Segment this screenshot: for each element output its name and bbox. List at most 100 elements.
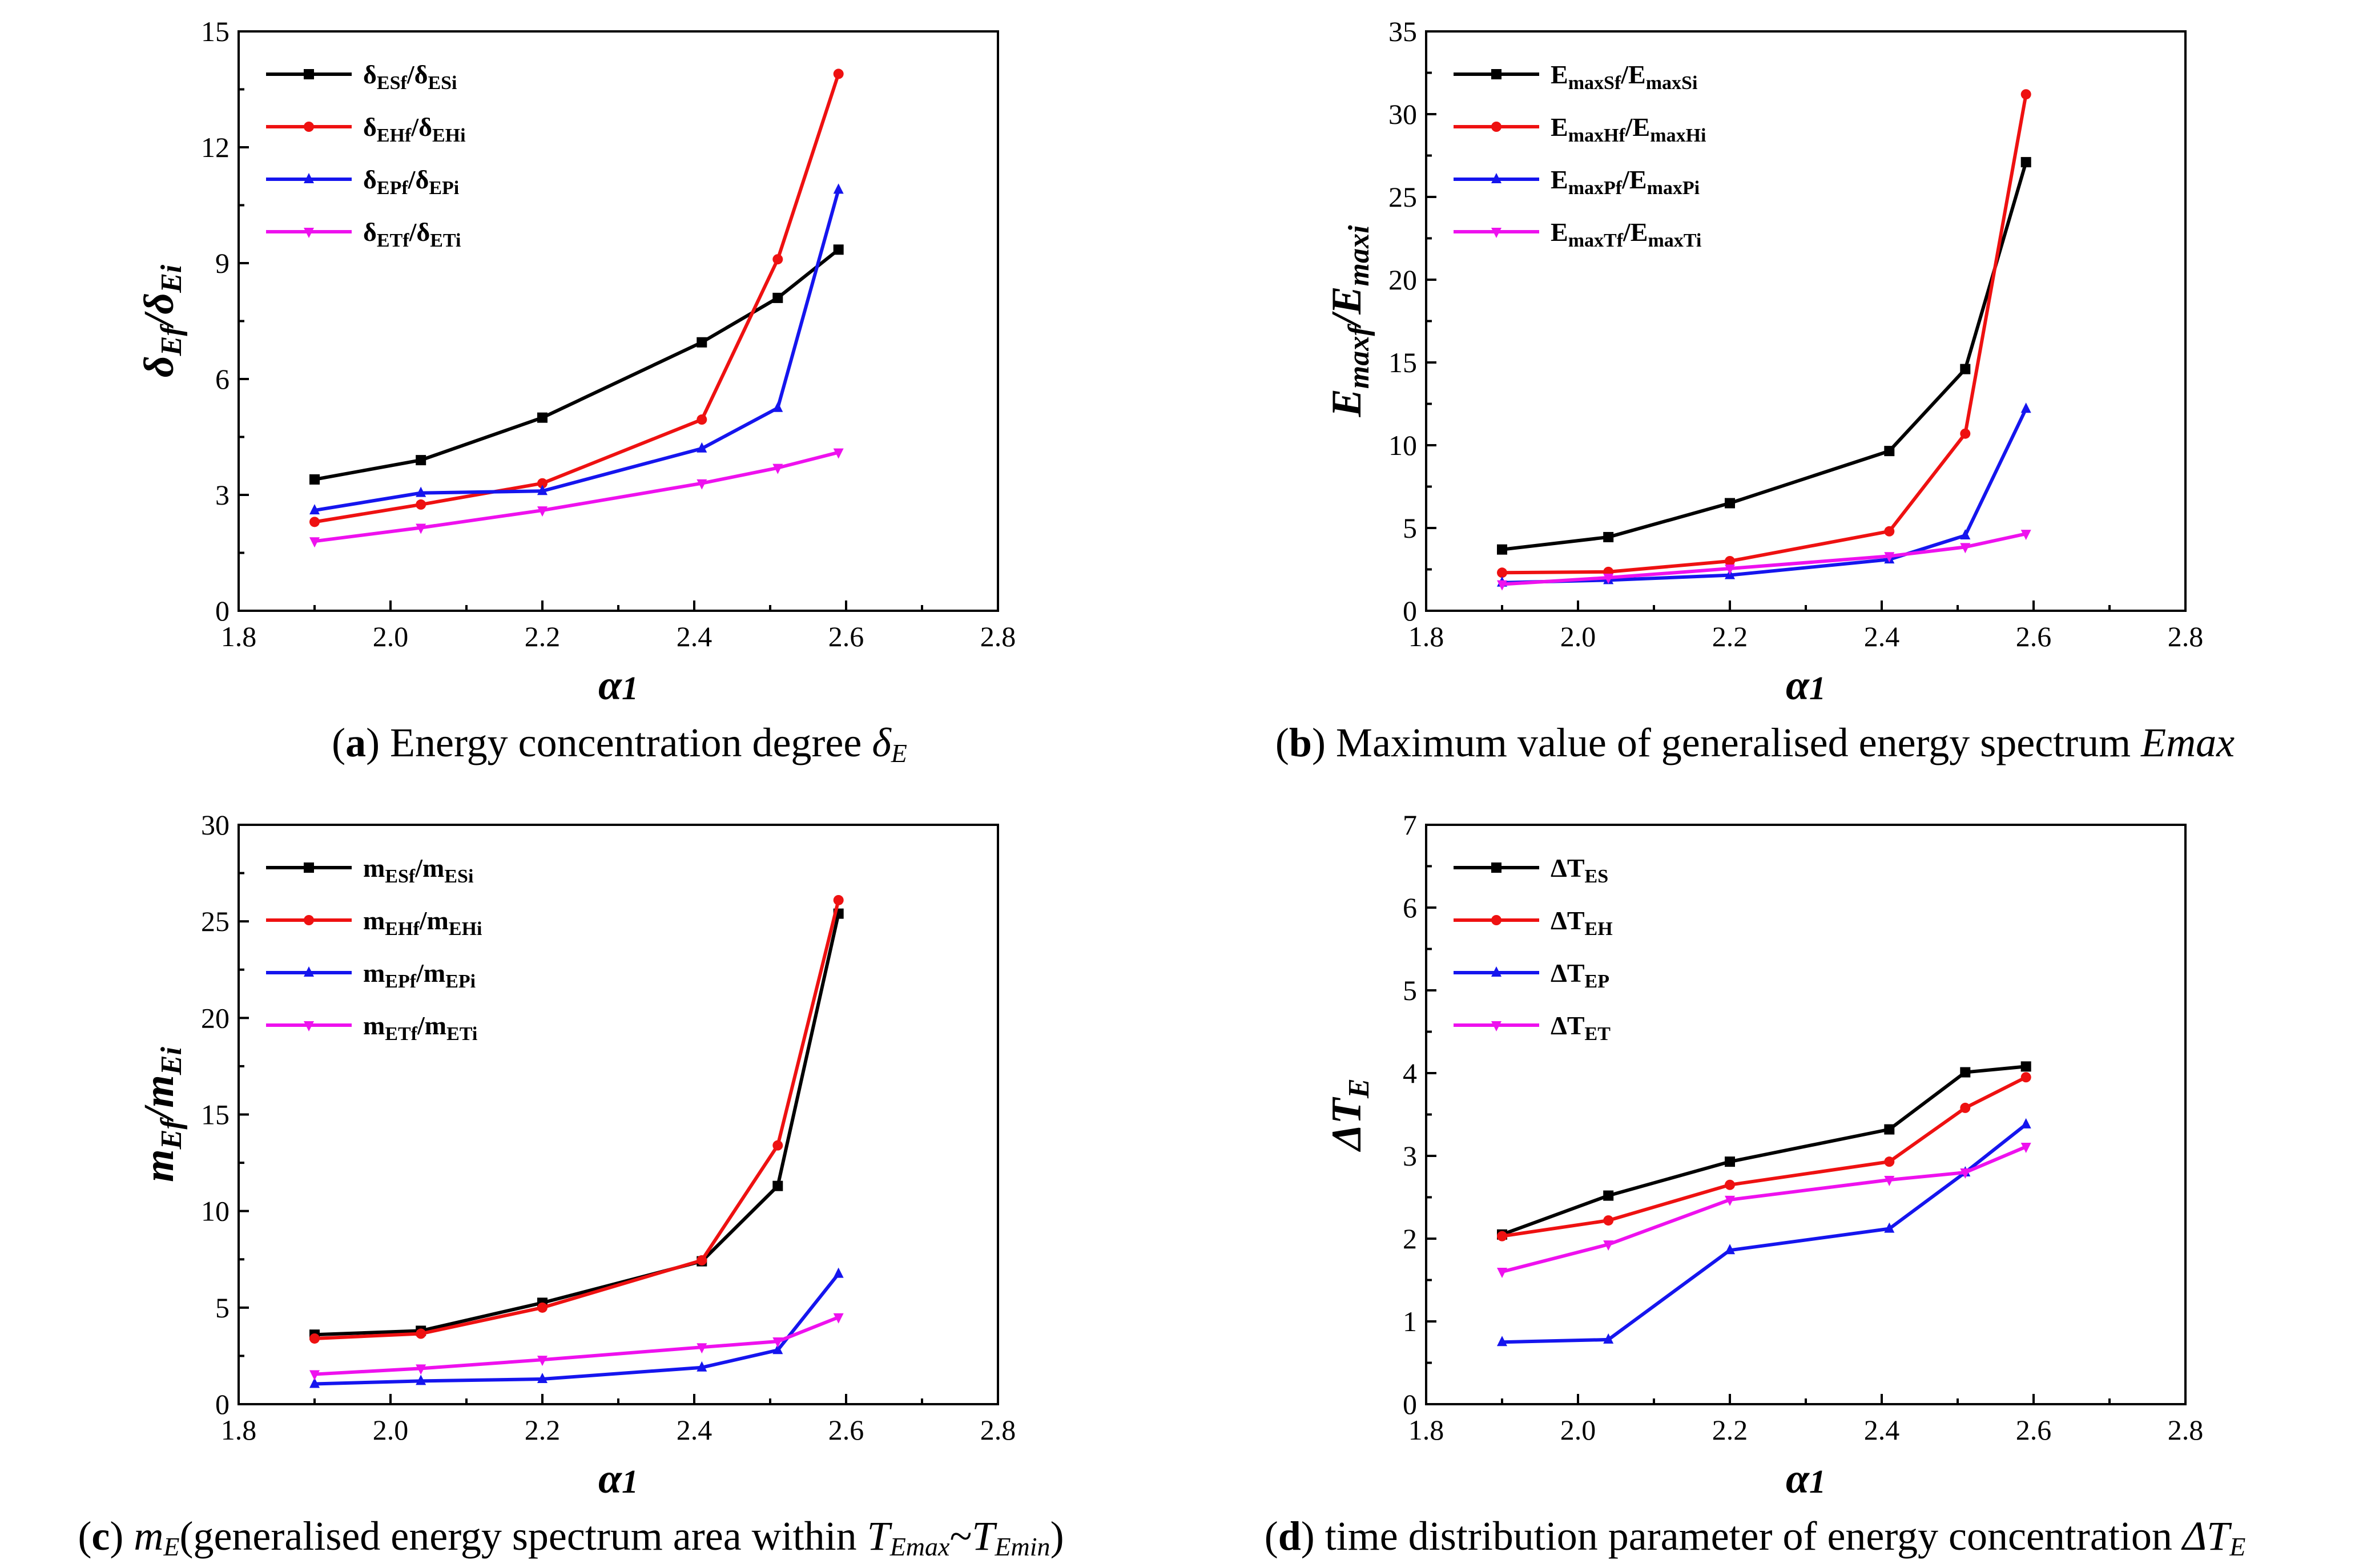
legend-marker [304, 966, 314, 977]
legend-marker [1491, 228, 1501, 238]
chart-panel-c: 1.8 2.0 2.2 2.4 2.6 2.8 0 5 10 15 20 25 30 α1 mEf/mEi m… [78, 809, 1064, 1561]
x-tick-label: 2.4 [1864, 1414, 1900, 1446]
data-point [1960, 428, 1971, 439]
data-point [1603, 531, 1614, 542]
y-tick-label: 30 [1388, 98, 1417, 130]
x-tick-label: 2.0 [373, 1414, 409, 1446]
y-tick-label: 6 [1403, 892, 1417, 924]
legend-marker [304, 1021, 314, 1031]
data-point [2020, 1143, 2031, 1154]
data-point [537, 1302, 548, 1313]
data-point [309, 1377, 320, 1388]
data-point [772, 1337, 783, 1348]
plot-frame [1425, 30, 2187, 612]
y-axis-title: δEf/δEi [136, 264, 188, 377]
legend-marker [1491, 122, 1501, 132]
data-point [416, 486, 426, 497]
caption-c: (c) mE(generalised energy spectrum area … [78, 1513, 1064, 1561]
x-tick-label: 2.2 [1712, 1414, 1748, 1446]
data-point [1603, 1333, 1614, 1344]
legend-marker [1491, 915, 1501, 925]
caption-b: (b) Maximum value of generalised energy … [1275, 720, 2235, 765]
data-point [1960, 1067, 1971, 1078]
series-line-0 [314, 913, 840, 1337]
x-tick-label: 2.0 [1560, 620, 1596, 652]
x-tick-label: 2.4 [677, 1414, 712, 1446]
data-point [697, 479, 707, 490]
y-tick-label: 0 [215, 595, 230, 627]
legend-marker [304, 173, 314, 183]
y-tick-label: 20 [1388, 264, 1417, 296]
data-point [1725, 1244, 1735, 1255]
y-tick-label: 0 [215, 1388, 230, 1420]
data-point [1603, 1215, 1614, 1226]
legend-marker [1491, 1021, 1501, 1031]
series-line-2 [1501, 408, 2028, 585]
series-line-3 [314, 1315, 839, 1376]
data-point [537, 478, 548, 489]
x-tick-label: 2.6 [2016, 1414, 2052, 1446]
x-tick-label: 1.8 [221, 1414, 257, 1446]
series-line-1 [314, 900, 840, 1340]
data-point [697, 1255, 707, 1265]
x-tick-label: 2.2 [525, 620, 561, 652]
y-tick-label: 2 [1403, 1223, 1417, 1255]
legend-label: δEHf/δEHi [363, 112, 466, 146]
data-point [833, 894, 844, 905]
x-axis-title: α1 [1786, 662, 1826, 709]
x-axis-title: α1 [598, 662, 638, 709]
legend-label: EmaxTf/EmaxTi [1551, 217, 1701, 251]
data-point [1603, 574, 1614, 584]
x-tick-label: 2.6 [828, 620, 864, 652]
data-point [833, 448, 844, 459]
data-point [1603, 1190, 1614, 1201]
legend-label: δETf/δETi [363, 217, 461, 251]
data-point [1497, 580, 1507, 591]
y-tick-label: 7 [1403, 809, 1417, 841]
plot-frame [1425, 824, 2187, 1405]
data-point [1884, 552, 1895, 563]
x-tick-label: 2.0 [1560, 1414, 1596, 1446]
x-tick-label: 2.2 [525, 1414, 561, 1446]
data-point [309, 1333, 320, 1344]
legend-marker [1491, 862, 1501, 873]
y-tick-label: 35 [1388, 15, 1417, 47]
series-line-3 [1501, 1145, 2027, 1273]
series-line-2 [1501, 1123, 2027, 1344]
x-tick-label: 2.6 [828, 1414, 864, 1446]
y-tick-label: 5 [1403, 974, 1417, 1006]
data-point [1497, 1231, 1507, 1241]
y-tick-label: 5 [215, 1292, 230, 1324]
data-point [697, 1343, 707, 1354]
chart-panel-a: 1.8 2.0 2.2 2.4 2.6 2.8 0 3 6 9 12 15 α1 δEf/δEi δESf/… [136, 15, 1016, 768]
legend-label: δEPf/δEPi [363, 165, 459, 199]
x-tick-label: 2.6 [2016, 620, 2052, 652]
legend-marker [304, 915, 314, 925]
series-line-2 [314, 189, 840, 513]
series-line-0 [314, 248, 840, 481]
y-tick-label: 6 [215, 363, 230, 395]
data-point [537, 1356, 548, 1367]
y-tick-label: 15 [1388, 346, 1417, 378]
data-point [772, 1140, 783, 1151]
legend-marker [1491, 966, 1501, 977]
data-point [1960, 364, 1971, 374]
data-point [2020, 1118, 2031, 1128]
y-tick-label: 15 [201, 1099, 230, 1131]
caption-a: (a) Energy concentration degree δE [332, 720, 907, 768]
data-point [309, 537, 320, 548]
legend-label: EmaxHf/EmaxHi [1551, 112, 1706, 146]
data-point [2020, 89, 2031, 100]
legend-label: ΔTEP [1551, 958, 1609, 992]
legend-label: δESf/δESi [363, 60, 457, 94]
data-point [1497, 1268, 1507, 1278]
series-line-1 [1501, 1075, 2027, 1238]
data-point [833, 68, 844, 79]
series-line-0 [1501, 1065, 2026, 1236]
y-tick-label: 4 [1403, 1057, 1417, 1089]
plot-frame [237, 824, 999, 1405]
data-point [697, 337, 707, 348]
series-line-0 [1501, 162, 2028, 551]
data-point [772, 463, 783, 474]
x-tick-label: 2.8 [2168, 620, 2204, 652]
